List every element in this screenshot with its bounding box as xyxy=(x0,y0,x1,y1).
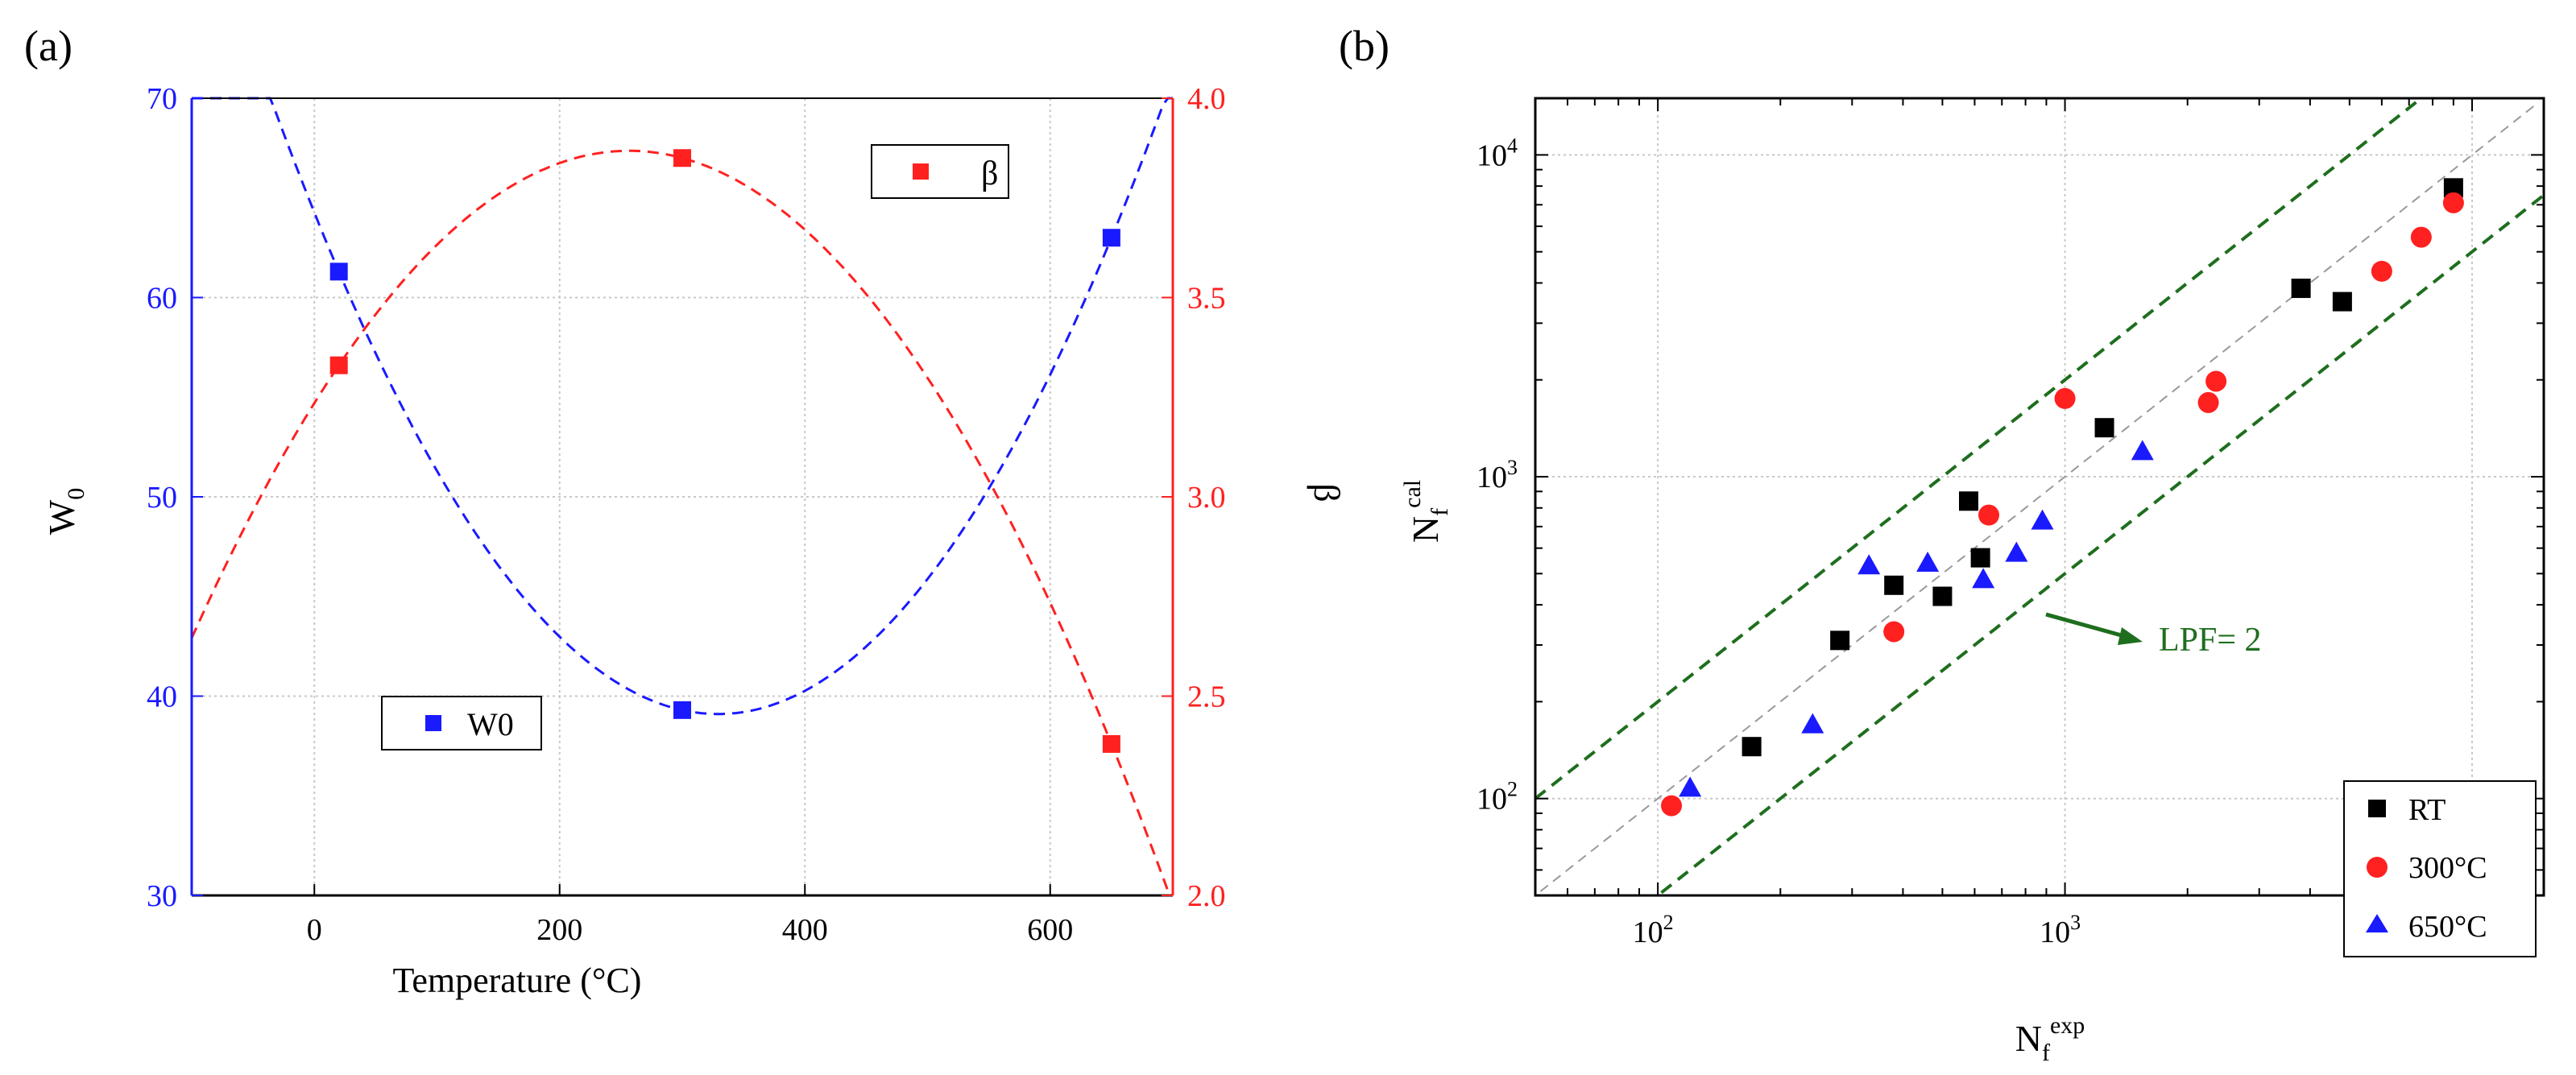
data-point-rt xyxy=(1959,491,1979,511)
panel-a-data-points xyxy=(329,149,1120,753)
data-point-rt xyxy=(1970,548,1990,568)
x-tick-label: 0 xyxy=(307,913,322,947)
data-point-300c xyxy=(2197,391,2219,413)
panel-a-left-axis-title: W0 xyxy=(41,488,89,535)
data-point-w0 xyxy=(329,263,348,281)
left-y-tick-label: 30 xyxy=(147,879,177,913)
x-tick-label: 102 xyxy=(1633,911,1674,949)
panel-b-axes xyxy=(1534,97,2545,897)
panel-a-gridlines xyxy=(192,98,1173,895)
right-y-tick-label: 3.0 xyxy=(1187,481,1226,515)
data-point-rt xyxy=(2332,291,2352,312)
data-point-300c xyxy=(2442,192,2464,213)
legend-marker-beta xyxy=(913,163,929,180)
data-point-300c xyxy=(1661,795,1683,817)
data-point-beta xyxy=(673,149,691,167)
lpf-arrow xyxy=(2045,612,2134,641)
legend-label-w0: W0 xyxy=(467,706,514,742)
data-point-300c xyxy=(2205,370,2227,392)
data-point-beta xyxy=(329,356,348,374)
legend-label-rt: RT xyxy=(2408,793,2446,827)
y-tick-label: 104 xyxy=(1476,134,1518,172)
legend-label-300c: 300°C xyxy=(2408,851,2487,885)
data-point-650c xyxy=(1679,776,1702,797)
legend-box xyxy=(381,696,542,750)
data-point-w0 xyxy=(673,701,691,719)
left-y-tick-label: 40 xyxy=(147,680,177,714)
data-point-rt xyxy=(1932,586,1953,606)
data-point-beta xyxy=(1102,734,1120,753)
data-point-rt xyxy=(2291,279,2311,299)
left-y-tick-label: 60 xyxy=(147,282,177,316)
x-tick-label: 600 xyxy=(1027,913,1073,947)
data-point-w0 xyxy=(1102,229,1120,247)
data-point-300c xyxy=(1883,621,1905,643)
data-point-650c xyxy=(2131,440,2154,461)
panel-b-label: (b) xyxy=(1339,22,1389,70)
panel-b-data-points xyxy=(1661,178,2464,817)
left-y-tick-label: 50 xyxy=(147,481,177,515)
legend-marker-w0 xyxy=(425,715,441,731)
data-point-650c xyxy=(2031,509,2054,530)
x-tick-label: 400 xyxy=(782,913,828,947)
legend-marker-rt xyxy=(2368,800,2386,817)
panel-a-legend-beta: β xyxy=(871,144,1009,199)
data-point-650c xyxy=(1972,568,1995,589)
data-point-rt xyxy=(2094,418,2114,438)
reference-line-1-1 xyxy=(1539,101,2540,892)
x-tick-label: 103 xyxy=(2040,911,2081,949)
legend-marker-650c xyxy=(2366,914,2388,932)
panel-b-reference-lines xyxy=(1534,99,2545,895)
x-tick-label: 200 xyxy=(536,913,582,947)
panel-a-ticks: 0 200 400 600 30 40 50 60 70 2.0 2.5 3.0 3.5 4.0 xyxy=(147,82,1226,947)
legend-label-beta: β xyxy=(981,155,998,192)
data-point-rt xyxy=(1830,631,1850,651)
right-y-tick-label: 2.0 xyxy=(1187,879,1226,913)
left-y-tick-label: 70 xyxy=(147,82,177,116)
right-y-tick-label: 4.0 xyxy=(1187,82,1226,116)
right-y-tick-label: 3.5 xyxy=(1187,282,1226,316)
lpf-arrow-head xyxy=(2118,627,2143,645)
reference-line-upper-bound xyxy=(1534,99,2419,800)
data-point-650c xyxy=(1801,713,1824,734)
data-point-rt xyxy=(1741,737,1762,757)
data-point-300c xyxy=(2410,226,2432,248)
y-tick-label: 103 xyxy=(1476,456,1518,494)
legend-marker-300c xyxy=(2367,857,2388,878)
panel-b-x-axis-title: Nfexp xyxy=(2015,1012,2085,1066)
right-y-tick-label: 2.5 xyxy=(1187,680,1226,714)
data-point-rt xyxy=(1884,575,1904,595)
panel-b-legend: RT 300°C 650°C xyxy=(2343,780,2537,957)
panel-b-y-axis-title: Nfcal xyxy=(1399,480,1453,543)
fit-curve-beta xyxy=(190,149,1174,897)
panel-a-right-axis-title: β xyxy=(1307,483,1348,502)
y-tick-label: 102 xyxy=(1476,778,1518,817)
legend-box xyxy=(871,144,1009,199)
data-point-300c xyxy=(1978,504,2000,526)
data-point-650c xyxy=(1916,551,1940,572)
data-point-300c xyxy=(2371,260,2392,282)
lpf-annotation: LPF= 2 xyxy=(2045,612,2262,659)
panel-a-legend-w0: W0 xyxy=(381,696,542,750)
panel-a-x-axis-title: Temperature (°C) xyxy=(393,961,642,1000)
panel-a-label: (a) xyxy=(24,22,72,70)
data-point-650c xyxy=(1857,554,1881,575)
data-point-650c xyxy=(2005,541,2028,562)
plot-frame xyxy=(1534,97,2545,897)
data-point-300c xyxy=(2054,387,2076,409)
fit-curve-w0 xyxy=(192,97,1173,716)
lpf-label: LPF= 2 xyxy=(2159,622,2262,659)
legend-label-650c: 650°C xyxy=(2408,910,2487,944)
